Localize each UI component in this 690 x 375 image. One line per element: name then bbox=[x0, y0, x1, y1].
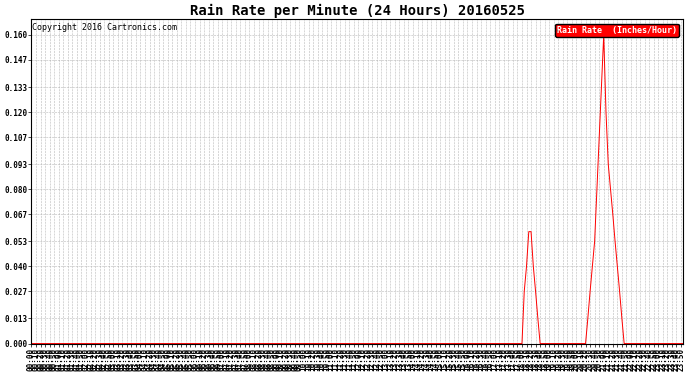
Text: Copyright 2016 Cartronics.com: Copyright 2016 Cartronics.com bbox=[32, 23, 177, 32]
Legend: Rain Rate  (Inches/Hour): Rain Rate (Inches/Hour) bbox=[555, 24, 679, 37]
Title: Rain Rate per Minute (24 Hours) 20160525: Rain Rate per Minute (24 Hours) 20160525 bbox=[190, 4, 525, 18]
